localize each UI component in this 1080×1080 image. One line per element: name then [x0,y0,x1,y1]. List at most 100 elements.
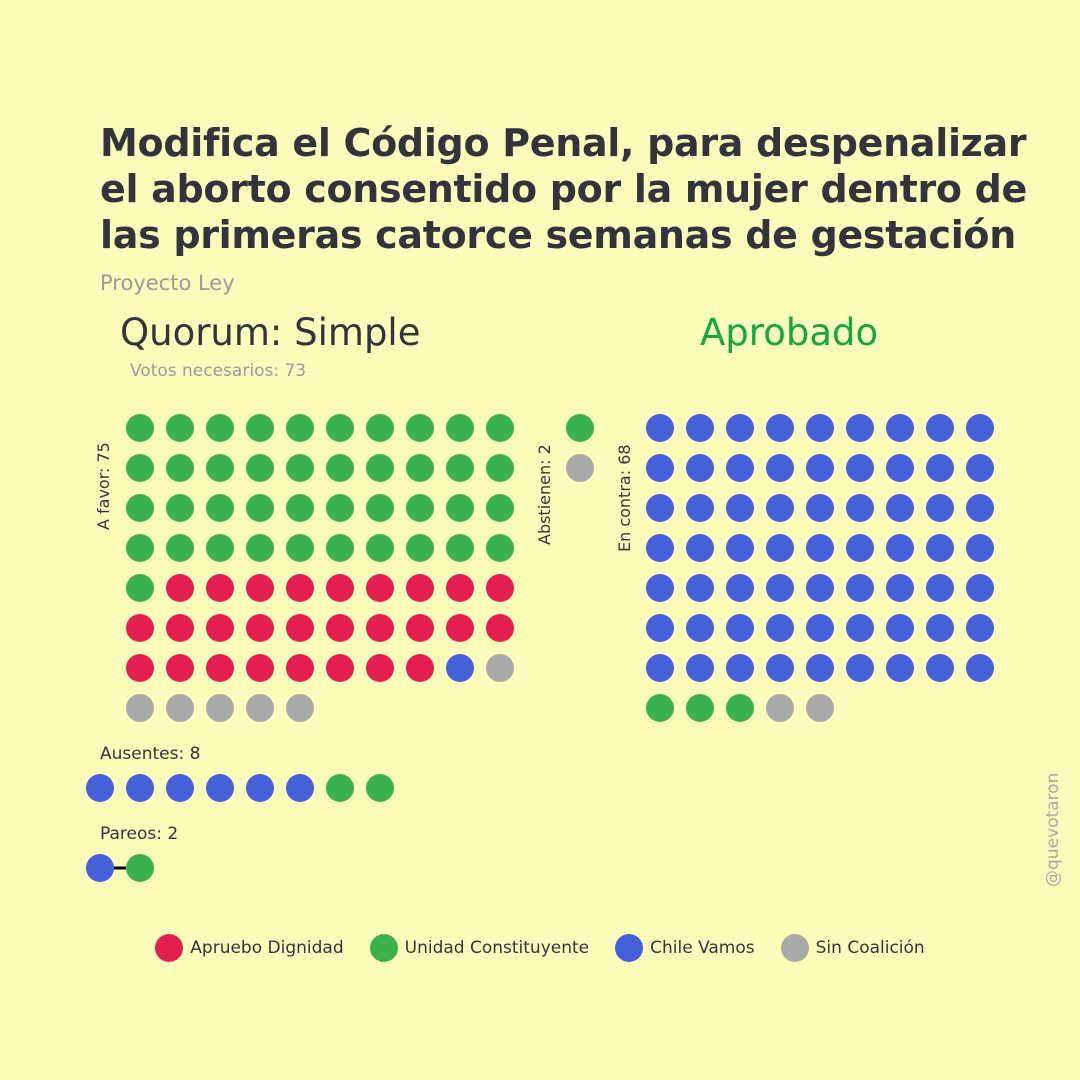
vote-dot-favor [486,494,514,522]
vote-dot-contra [966,574,994,602]
vote-dot-abstencion [566,414,594,442]
vote-dot-favor [286,534,314,562]
vote-dot-contra [806,654,834,682]
vote-dot-contra [686,574,714,602]
legend-label: Sin Coalición [815,938,925,958]
vote-dot-contra [646,614,674,642]
vote-dot-favor [406,574,434,602]
vote-dot-favor [366,654,394,682]
vote-dot-favor [406,494,434,522]
vote-dot-pareos [126,854,154,882]
vote-dot-contra [766,574,794,602]
vote-dot-contra [686,494,714,522]
vote-dot-favor [166,614,194,642]
legend-item-unidad-constituyente: Unidad Constituyente [369,934,590,962]
vote-dot-contra [806,614,834,642]
vote-dot-contra [966,614,994,642]
vote-dot-favor [486,414,514,442]
vote-dot-favor [206,494,234,522]
vote-dot-favor [166,534,194,562]
vote-dot-favor [246,534,274,562]
vote-dot-contra [886,574,914,602]
legend-item-apruebo-dignidad: Apruebo Dignidad [155,934,344,962]
vote-dot-contra [846,534,874,562]
vote-dot-ausentes [86,774,114,802]
vote-dot-favor [366,574,394,602]
vote-dot-favor [406,454,434,482]
vote-dot-ausentes [246,774,274,802]
vote-dot-contra [886,654,914,682]
vote-dot-favor [366,494,394,522]
vote-dot-favor [286,414,314,442]
vote-dot-favor [286,694,314,722]
vote-dot-contra [726,654,754,682]
vote-dot-contra [646,574,674,602]
vote-dot-contra [646,534,674,562]
vote-dot-contra [726,574,754,602]
vote-dot-favor [246,414,274,442]
legend-swatch [155,934,184,962]
vote-dot-contra [726,454,754,482]
vote-dot-favor [326,454,354,482]
vote-dot-contra [646,494,674,522]
vote-dot-favor [126,654,154,682]
vote-dot-favor [486,534,514,562]
vote-dot-favor [406,614,434,642]
vote-dot-contra [766,534,794,562]
vote-dot-favor [246,694,274,722]
vote-dot-favor [406,654,434,682]
legend-item-sin-coalicion: Sin Coalición [780,934,925,962]
vote-dot-contra [646,694,674,722]
vote-dot-contra [806,574,834,602]
vote-dot-contra [966,454,994,482]
vote-dot-contra [846,574,874,602]
vote-dot-favor [326,534,354,562]
vote-dot-favor [206,694,234,722]
vote-dot-favor [486,654,514,682]
vote-dot-favor [246,574,274,602]
vote-dot-favor [166,494,194,522]
vote-dot-favor [206,614,234,642]
vote-dot-contra [966,654,994,682]
credit-handle: @quevotaron [1043,772,1063,887]
vote-dot-contra [686,414,714,442]
vote-dot-favor [406,414,434,442]
vote-dot-contra [926,614,954,642]
legend-label: Chile Vamos [650,938,755,958]
vote-dot-favor [286,574,314,602]
vote-dot-contra [926,494,954,522]
vote-dot-contra [646,414,674,442]
legend-swatch [615,934,644,962]
vote-dot-contra [926,454,954,482]
vote-dot-favor [246,614,274,642]
vote-dot-contra [766,494,794,522]
chart-title: Modifica el Código Penal, para despenali… [100,121,1028,257]
vote-dot-favor [166,574,194,602]
absent-group-label: Ausentes: 8 [100,744,201,764]
vote-dot-favor [286,614,314,642]
vote-dot-favor [206,574,234,602]
vote-dot-favor [166,454,194,482]
vote-dot-favor [246,454,274,482]
vote-dot-favor [366,614,394,642]
vote-dot-contra [686,694,714,722]
vote-dot-favor [126,414,154,442]
vote-dot-contra [686,534,714,562]
vote-dot-favor [286,454,314,482]
vote-dot-ausentes [126,774,154,802]
legend: Apruebo Dignidad Unidad Constituyente Ch… [0,934,1080,962]
pairs-group-label: Pareos: 2 [100,824,179,844]
vote-dot-favor [446,494,474,522]
vote-dot-contra [846,614,874,642]
vote-dot-favor [126,614,154,642]
vote-dot-contra [846,454,874,482]
vote-dot-contra [646,454,674,482]
vote-dot-favor [286,654,314,682]
vote-dot-favor [166,654,194,682]
vote-dot-favor [246,494,274,522]
votes-needed-label: Votos necesarios: 73 [130,361,307,381]
vote-dot-favor [206,454,234,482]
vote-dot-ausentes [366,774,394,802]
legend-label: Unidad Constituyente [404,938,590,958]
